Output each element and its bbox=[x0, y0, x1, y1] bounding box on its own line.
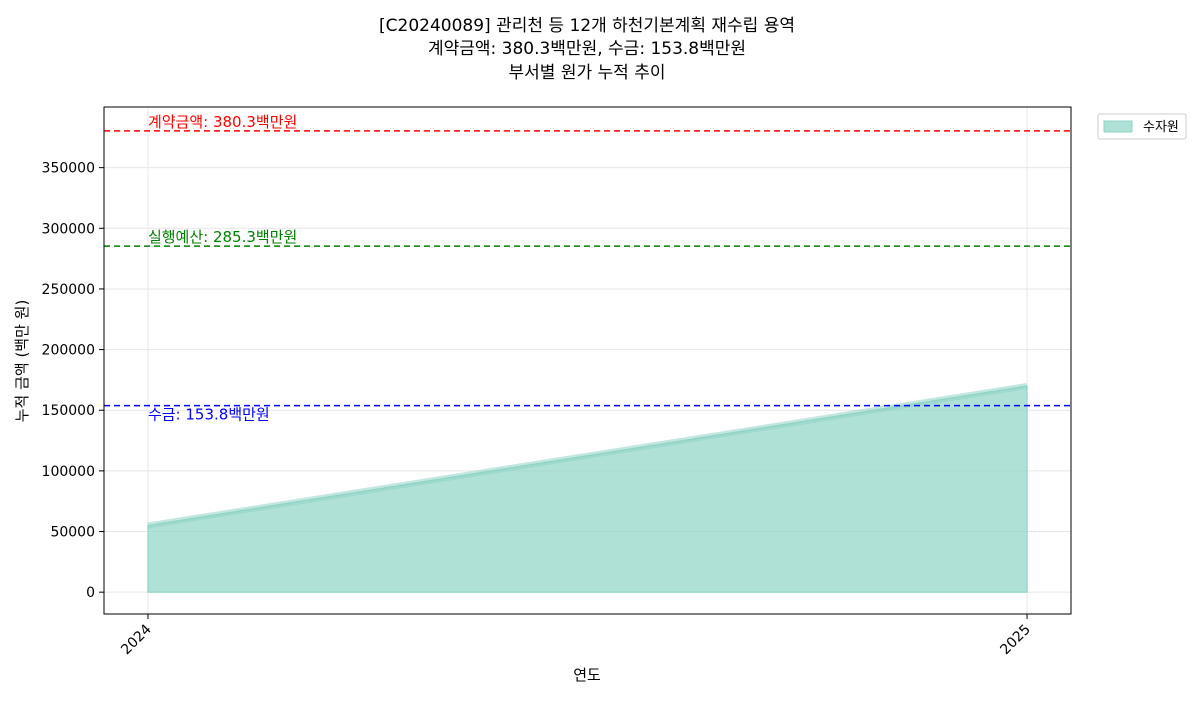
reference-line-label-2: 수금: 153.8백만원 bbox=[148, 406, 270, 424]
legend-box bbox=[1097, 113, 1187, 140]
area-series-0 bbox=[147, 385, 1028, 593]
x-axis-label: 연도 bbox=[573, 666, 601, 684]
y-tick-label: 250000 bbox=[42, 282, 95, 298]
reference-line-label-1: 실행예산: 285.3백만원 bbox=[148, 228, 297, 246]
y-tick-label: 100000 bbox=[42, 464, 95, 480]
y-tick-label: 50000 bbox=[50, 525, 95, 541]
area-layer bbox=[147, 383, 1028, 593]
y-tick-label: 350000 bbox=[42, 161, 95, 177]
y-tick-label: 200000 bbox=[42, 343, 95, 359]
legend: 수자원 bbox=[1097, 113, 1187, 140]
legend-label-0: 수자원 bbox=[1143, 120, 1179, 135]
plot-frame bbox=[103, 106, 1072, 615]
y-tick-label: 300000 bbox=[42, 221, 95, 237]
legend-swatch-0 bbox=[1103, 120, 1133, 133]
area-series-top-band-0 bbox=[147, 383, 1028, 529]
y-axis-label: 누적 금액 (백만 원) bbox=[13, 300, 31, 423]
y-tick-label: 150000 bbox=[42, 403, 95, 419]
reference-line-label-0: 계약금액: 380.3백만원 bbox=[148, 113, 297, 131]
x-tick-label: 2024 bbox=[118, 621, 155, 658]
chart-title-line-3: 부서별 원가 누적 추이 bbox=[509, 63, 666, 83]
chart-title-line-1: [C20240089] 관리천 등 12개 하천기본계획 재수립 용역 bbox=[379, 16, 795, 36]
y-tick-label: 0 bbox=[86, 585, 95, 601]
x-tick-label: 2025 bbox=[997, 622, 1034, 659]
chart-title-line-2: 계약금액: 380.3백만원, 수금: 153.8백만원 bbox=[428, 39, 746, 59]
